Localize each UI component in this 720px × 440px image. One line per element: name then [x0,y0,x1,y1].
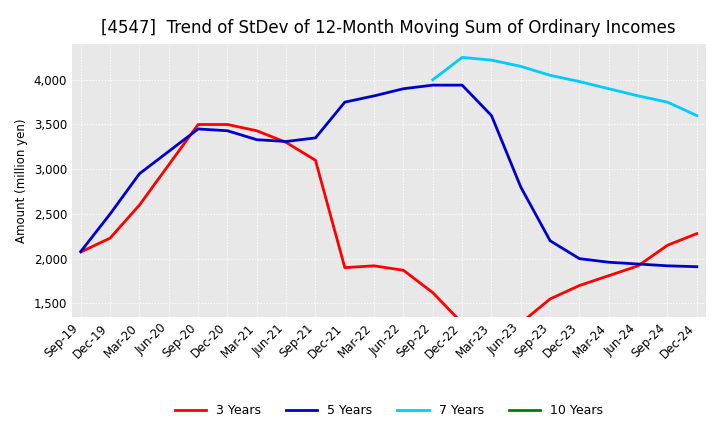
Line: 3 Years: 3 Years [81,125,697,324]
3 Years [311,158,320,163]
5 Years [663,263,672,268]
5 Years [341,99,349,105]
3 Years [164,162,173,167]
3 Years [106,235,114,241]
Title: [4547]  Trend of StDev of 12-Month Moving Sum of Ordinary Incomes: [4547] Trend of StDev of 12-Month Moving… [102,19,676,37]
5 Years [223,128,232,133]
7 Years [663,99,672,105]
5 Years [311,135,320,140]
5 Years [253,137,261,143]
7 Years [546,73,554,78]
3 Years [575,283,584,288]
3 Years [341,265,349,270]
7 Years [605,86,613,92]
5 Years [693,264,701,269]
3 Years [76,249,85,255]
7 Years [428,77,437,82]
7 Years [487,58,496,63]
5 Years [546,238,554,243]
5 Years [458,83,467,88]
7 Years [458,55,467,60]
5 Years [634,261,642,267]
3 Years [223,122,232,127]
5 Years [282,139,290,144]
5 Years [135,171,144,176]
Line: 7 Years: 7 Years [433,57,697,116]
3 Years [135,202,144,208]
5 Years [399,86,408,92]
3 Years [516,320,525,326]
3 Years [693,231,701,236]
7 Years [516,64,525,69]
7 Years [693,113,701,118]
3 Years [282,140,290,145]
7 Years [634,93,642,99]
5 Years [487,113,496,118]
5 Years [194,126,202,132]
3 Years [546,296,554,301]
5 Years [428,83,437,88]
3 Years [458,320,467,326]
3 Years [605,273,613,278]
5 Years [575,256,584,261]
5 Years [106,211,114,216]
7 Years [575,79,584,84]
3 Years [253,128,261,133]
Line: 5 Years: 5 Years [81,85,697,267]
Legend: 3 Years, 5 Years, 7 Years, 10 Years: 3 Years, 5 Years, 7 Years, 10 Years [170,400,608,422]
3 Years [663,242,672,248]
Y-axis label: Amount (million yen): Amount (million yen) [15,118,28,242]
3 Years [634,263,642,268]
5 Years [605,260,613,265]
3 Years [194,122,202,127]
5 Years [76,249,85,254]
5 Years [370,93,379,99]
3 Years [399,268,408,273]
3 Years [487,321,496,326]
5 Years [164,149,173,154]
3 Years [428,290,437,295]
3 Years [370,263,379,268]
5 Years [516,184,525,190]
